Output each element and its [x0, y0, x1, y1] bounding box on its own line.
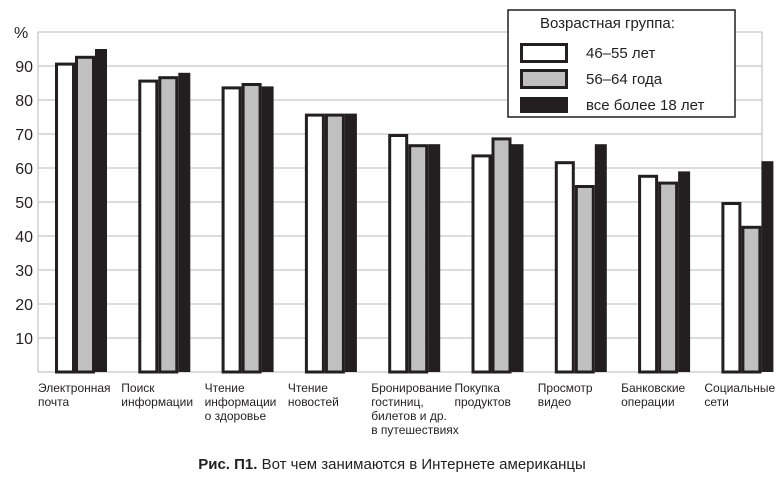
x-tick-label-line: Просмотр — [538, 381, 593, 395]
legend-label: 46–55 лет — [586, 45, 655, 62]
legend-swatch — [520, 69, 568, 89]
x-tick-label: Чтение новостей — [288, 381, 339, 409]
bar-all-18plus — [344, 113, 357, 372]
x-tick-label-line: Покупка — [455, 381, 501, 395]
y-tick-label: 50 — [15, 195, 33, 212]
bar-56-64 — [158, 76, 179, 374]
y-tick-label: 90 — [15, 59, 33, 76]
bar-46-55 — [55, 62, 75, 374]
x-tick-label-line: гостиниц, — [371, 395, 424, 409]
x-tick-label: Чтение информации о здоровье — [205, 381, 277, 423]
legend-swatch — [520, 43, 568, 63]
legend-label: все более 18 лет — [586, 97, 704, 114]
x-tick-label-line: новостей — [288, 395, 339, 409]
x-tick-label: Просмотр видео — [538, 381, 593, 409]
bar-all-18plus — [761, 161, 774, 372]
bar-chart: % 10 20 30 40 50 60 70 80 90 Электронная почта Пои… — [14, 9, 775, 437]
x-tick-label-line: информации — [205, 395, 277, 409]
legend-title: Возрастная группа: — [540, 15, 675, 32]
bar-56-64 — [658, 181, 679, 374]
x-tick-label-line: операции — [621, 395, 674, 409]
x-tick-label-line: Банковские — [621, 381, 685, 395]
x-tick-label-line: Бронирование — [371, 381, 452, 395]
x-tick-label-line: билетов и др. — [371, 409, 447, 423]
bar-46-55 — [554, 161, 575, 374]
x-tick-label-line: видео — [538, 395, 572, 409]
bar-56-64 — [75, 55, 95, 374]
bar-56-64 — [324, 113, 345, 374]
bar-all-18plus — [95, 49, 107, 372]
x-tick-label: Бронирование гостиниц, билетов и др. в путе… — [371, 381, 459, 437]
bar-46-55 — [221, 86, 242, 374]
chart-title: Вот чем занимаются в Интернете американц… — [261, 456, 586, 473]
bar-all-18plus — [511, 144, 524, 372]
y-tick-label: 10 — [15, 331, 33, 348]
bar-46-55 — [721, 202, 742, 374]
bar-56-64 — [574, 185, 595, 374]
bar-46-55 — [638, 174, 659, 374]
bar-56-64 — [491, 137, 512, 374]
bar-56-64 — [741, 225, 762, 374]
bar-all-18plus — [178, 72, 191, 373]
x-tick-label: Электронная почта — [38, 381, 111, 409]
y-tick-label: 60 — [15, 161, 33, 178]
legend: Возрастная группа: 46–55 лет 56–64 года вс… — [507, 9, 736, 118]
x-tick-label-line: почта — [38, 395, 70, 409]
y-tick-label: 80 — [15, 93, 33, 110]
x-tick-label: Поиск информации — [121, 381, 193, 409]
x-tick-label: Социальные сети — [704, 381, 775, 409]
caption-prefix: Рис. П1. — [198, 456, 258, 473]
x-tick-label-line: Электронная — [38, 381, 111, 395]
bar-46-55 — [471, 154, 492, 374]
x-tick-label-line: Поиск — [121, 381, 155, 395]
y-tick-label: 70 — [15, 127, 33, 144]
x-tick-label-line: информации — [121, 395, 193, 409]
x-tick-label-line: Социальные — [704, 381, 775, 395]
x-tick-label-line: продуктов — [455, 395, 511, 409]
legend-swatch — [520, 97, 568, 113]
x-tick-label-line: сети — [704, 395, 728, 409]
bar-all-18plus — [594, 144, 607, 372]
legend-label: 56–64 года — [586, 71, 663, 88]
x-tick-label-line: Чтение — [205, 381, 245, 395]
bar-56-64 — [408, 144, 429, 374]
bar-all-18plus — [428, 144, 441, 372]
bar-56-64 — [241, 83, 262, 374]
y-tick-label: 40 — [15, 229, 33, 246]
x-tick-label: Покупка продуктов — [455, 381, 511, 409]
x-tick-label-line: в путешествиях — [371, 423, 459, 437]
bar-all-18plus — [261, 86, 274, 373]
x-tick-label: Банковские операции — [621, 381, 685, 409]
y-tick-label: 30 — [15, 263, 33, 280]
figure-caption: Рис. П1. Вот чем занимаются в Интернете … — [0, 456, 784, 473]
x-tick-label-line: о здоровье — [205, 409, 267, 423]
y-axis-label: % — [14, 25, 28, 42]
bar-46-55 — [304, 113, 325, 374]
y-tick-label: 20 — [15, 297, 33, 314]
bar-all-18plus — [678, 171, 691, 372]
bar-46-55 — [388, 134, 409, 374]
x-tick-label-line: Чтение — [288, 381, 328, 395]
bar-46-55 — [138, 79, 159, 374]
